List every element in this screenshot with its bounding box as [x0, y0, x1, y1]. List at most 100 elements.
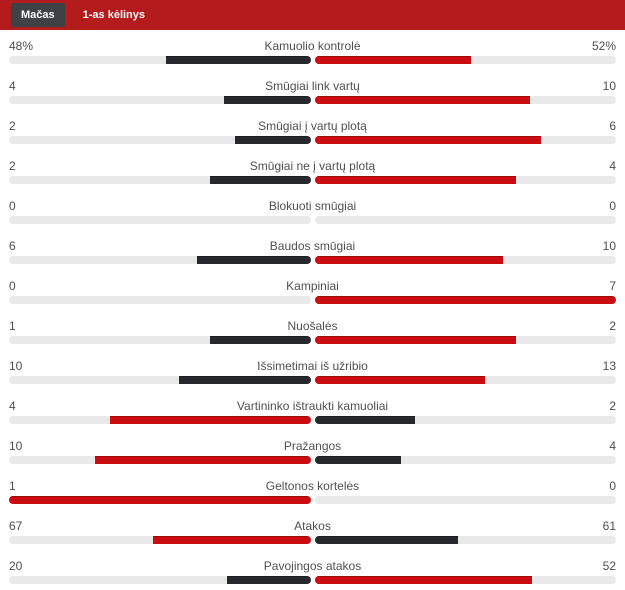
stat-label: Atakos [294, 519, 331, 533]
bar-track-away [314, 56, 616, 64]
stat-label: Kampiniai [286, 279, 339, 293]
stat-head: 6 Baudos smūgiai 10 [9, 230, 616, 256]
bar-fill-away [314, 96, 530, 104]
home-value: 0 [9, 199, 16, 213]
stat-label: Kamuolio kontrolė [264, 39, 361, 53]
away-value: 6 [609, 119, 616, 133]
stat-head: 2 Smūgiai į vartų plotą 6 [9, 110, 616, 136]
bar-track-home [9, 256, 311, 264]
bar-fill-home [210, 176, 311, 184]
bar-fill-away [314, 296, 616, 304]
stat-head: 4 Vartininko ištraukti kamuoliai 2 [9, 390, 616, 416]
away-value: 2 [609, 319, 616, 333]
home-value: 1 [9, 479, 16, 493]
bar-fill-home [235, 136, 311, 144]
stat-label: Išsimetimai iš užribio [257, 359, 368, 373]
bar-track-home [9, 96, 311, 104]
stat-label: Pavojingos atakos [263, 559, 362, 573]
stat-head: 1 Geltonos kortelės 0 [9, 470, 616, 496]
stat-bar [9, 216, 616, 224]
stat-bar [9, 176, 616, 184]
stat-row: 2 Smūgiai ne į vartų plotą 4 [0, 150, 625, 190]
bar-fill-home [226, 576, 311, 584]
stat-bar [9, 536, 616, 544]
home-value: 4 [9, 79, 16, 93]
away-value: 52 [602, 559, 616, 573]
stat-label: Nuošalės [287, 319, 338, 333]
bar-fill-home [95, 456, 311, 464]
tab-first-half[interactable]: 1-as kėlinys [82, 9, 146, 21]
home-value: 48% [9, 39, 34, 53]
stat-head: 67 Atakos 61 [9, 510, 616, 536]
stat-row: 10 Pražangos 4 [0, 430, 625, 470]
away-value: 7 [609, 279, 616, 293]
bar-fill-home [9, 496, 311, 504]
stat-head: 2 Smūgiai ne į vartų plotą 4 [9, 150, 616, 176]
home-value: 0 [9, 279, 16, 293]
home-value: 20 [9, 559, 23, 573]
stat-bar [9, 136, 616, 144]
bar-fill-home [152, 536, 311, 544]
bar-fill-away [314, 336, 516, 344]
away-value: 61 [602, 519, 616, 533]
stat-bar [9, 496, 616, 504]
home-value: 6 [9, 239, 16, 253]
stat-bar [9, 296, 616, 304]
stat-row: 1 Nuošalės 2 [0, 310, 625, 350]
bar-fill-away [314, 576, 533, 584]
bar-track-away [314, 336, 616, 344]
bar-fill-home [165, 56, 311, 64]
stat-row: 0 Kampiniai 7 [0, 270, 625, 310]
bar-track-home [9, 56, 311, 64]
stat-row: 1 Geltonos kortelės 0 [0, 470, 625, 510]
stat-bar [9, 416, 616, 424]
bar-fill-home [224, 96, 311, 104]
home-value: 1 [9, 319, 16, 333]
away-value: 10 [602, 79, 616, 93]
bar-track-away [314, 296, 616, 304]
tab-match[interactable]: Mačas [11, 3, 65, 27]
stat-label: Blokuoti smūgiai [268, 199, 357, 213]
stat-bar [9, 56, 616, 64]
bar-fill-home [210, 336, 311, 344]
bar-track-away [314, 456, 616, 464]
away-value: 52% [591, 39, 616, 53]
stat-label: Smūgiai link vartų [265, 79, 360, 93]
bar-track-away [314, 136, 616, 144]
bar-fill-away [314, 56, 472, 64]
stat-head: 20 Pavojingos atakos 52 [9, 550, 616, 576]
home-value: 10 [9, 359, 23, 373]
home-value: 2 [9, 159, 16, 173]
bar-track-away [314, 376, 616, 384]
bar-track-home [9, 176, 311, 184]
stats-list: 48% Kamuolio kontrolė 52% 4 Smūgiai link var… [0, 30, 625, 590]
away-value: 2 [609, 399, 616, 413]
stat-label: Vartininko ištraukti kamuoliai [236, 399, 389, 413]
away-value: 10 [602, 239, 616, 253]
stat-bar [9, 576, 616, 584]
stat-row: 67 Atakos 61 [0, 510, 625, 550]
bar-fill-away [314, 456, 401, 464]
bar-track-away [314, 176, 616, 184]
stat-bar [9, 376, 616, 384]
bar-fill-away [314, 416, 415, 424]
stat-bar [9, 336, 616, 344]
bar-track-away [314, 216, 616, 224]
stat-label: Smūgiai į vartų plotą [258, 119, 367, 133]
bar-track-home [9, 136, 311, 144]
stat-row: 4 Vartininko ištraukti kamuoliai 2 [0, 390, 625, 430]
bar-track-away [314, 256, 616, 264]
bar-track-home [9, 456, 311, 464]
stat-label: Geltonos kortelės [265, 479, 360, 493]
stat-label: Pražangos [283, 439, 342, 453]
bar-track-home [9, 296, 311, 304]
stat-row: 10 Išsimetimai iš užribio 13 [0, 350, 625, 390]
bar-track-home [9, 416, 311, 424]
bar-track-away [314, 536, 616, 544]
bar-track-away [314, 416, 616, 424]
bar-track-away [314, 576, 616, 584]
away-value: 0 [609, 479, 616, 493]
bar-fill-home [179, 376, 311, 384]
bar-track-away [314, 96, 616, 104]
stat-label: Baudos smūgiai [269, 239, 356, 253]
